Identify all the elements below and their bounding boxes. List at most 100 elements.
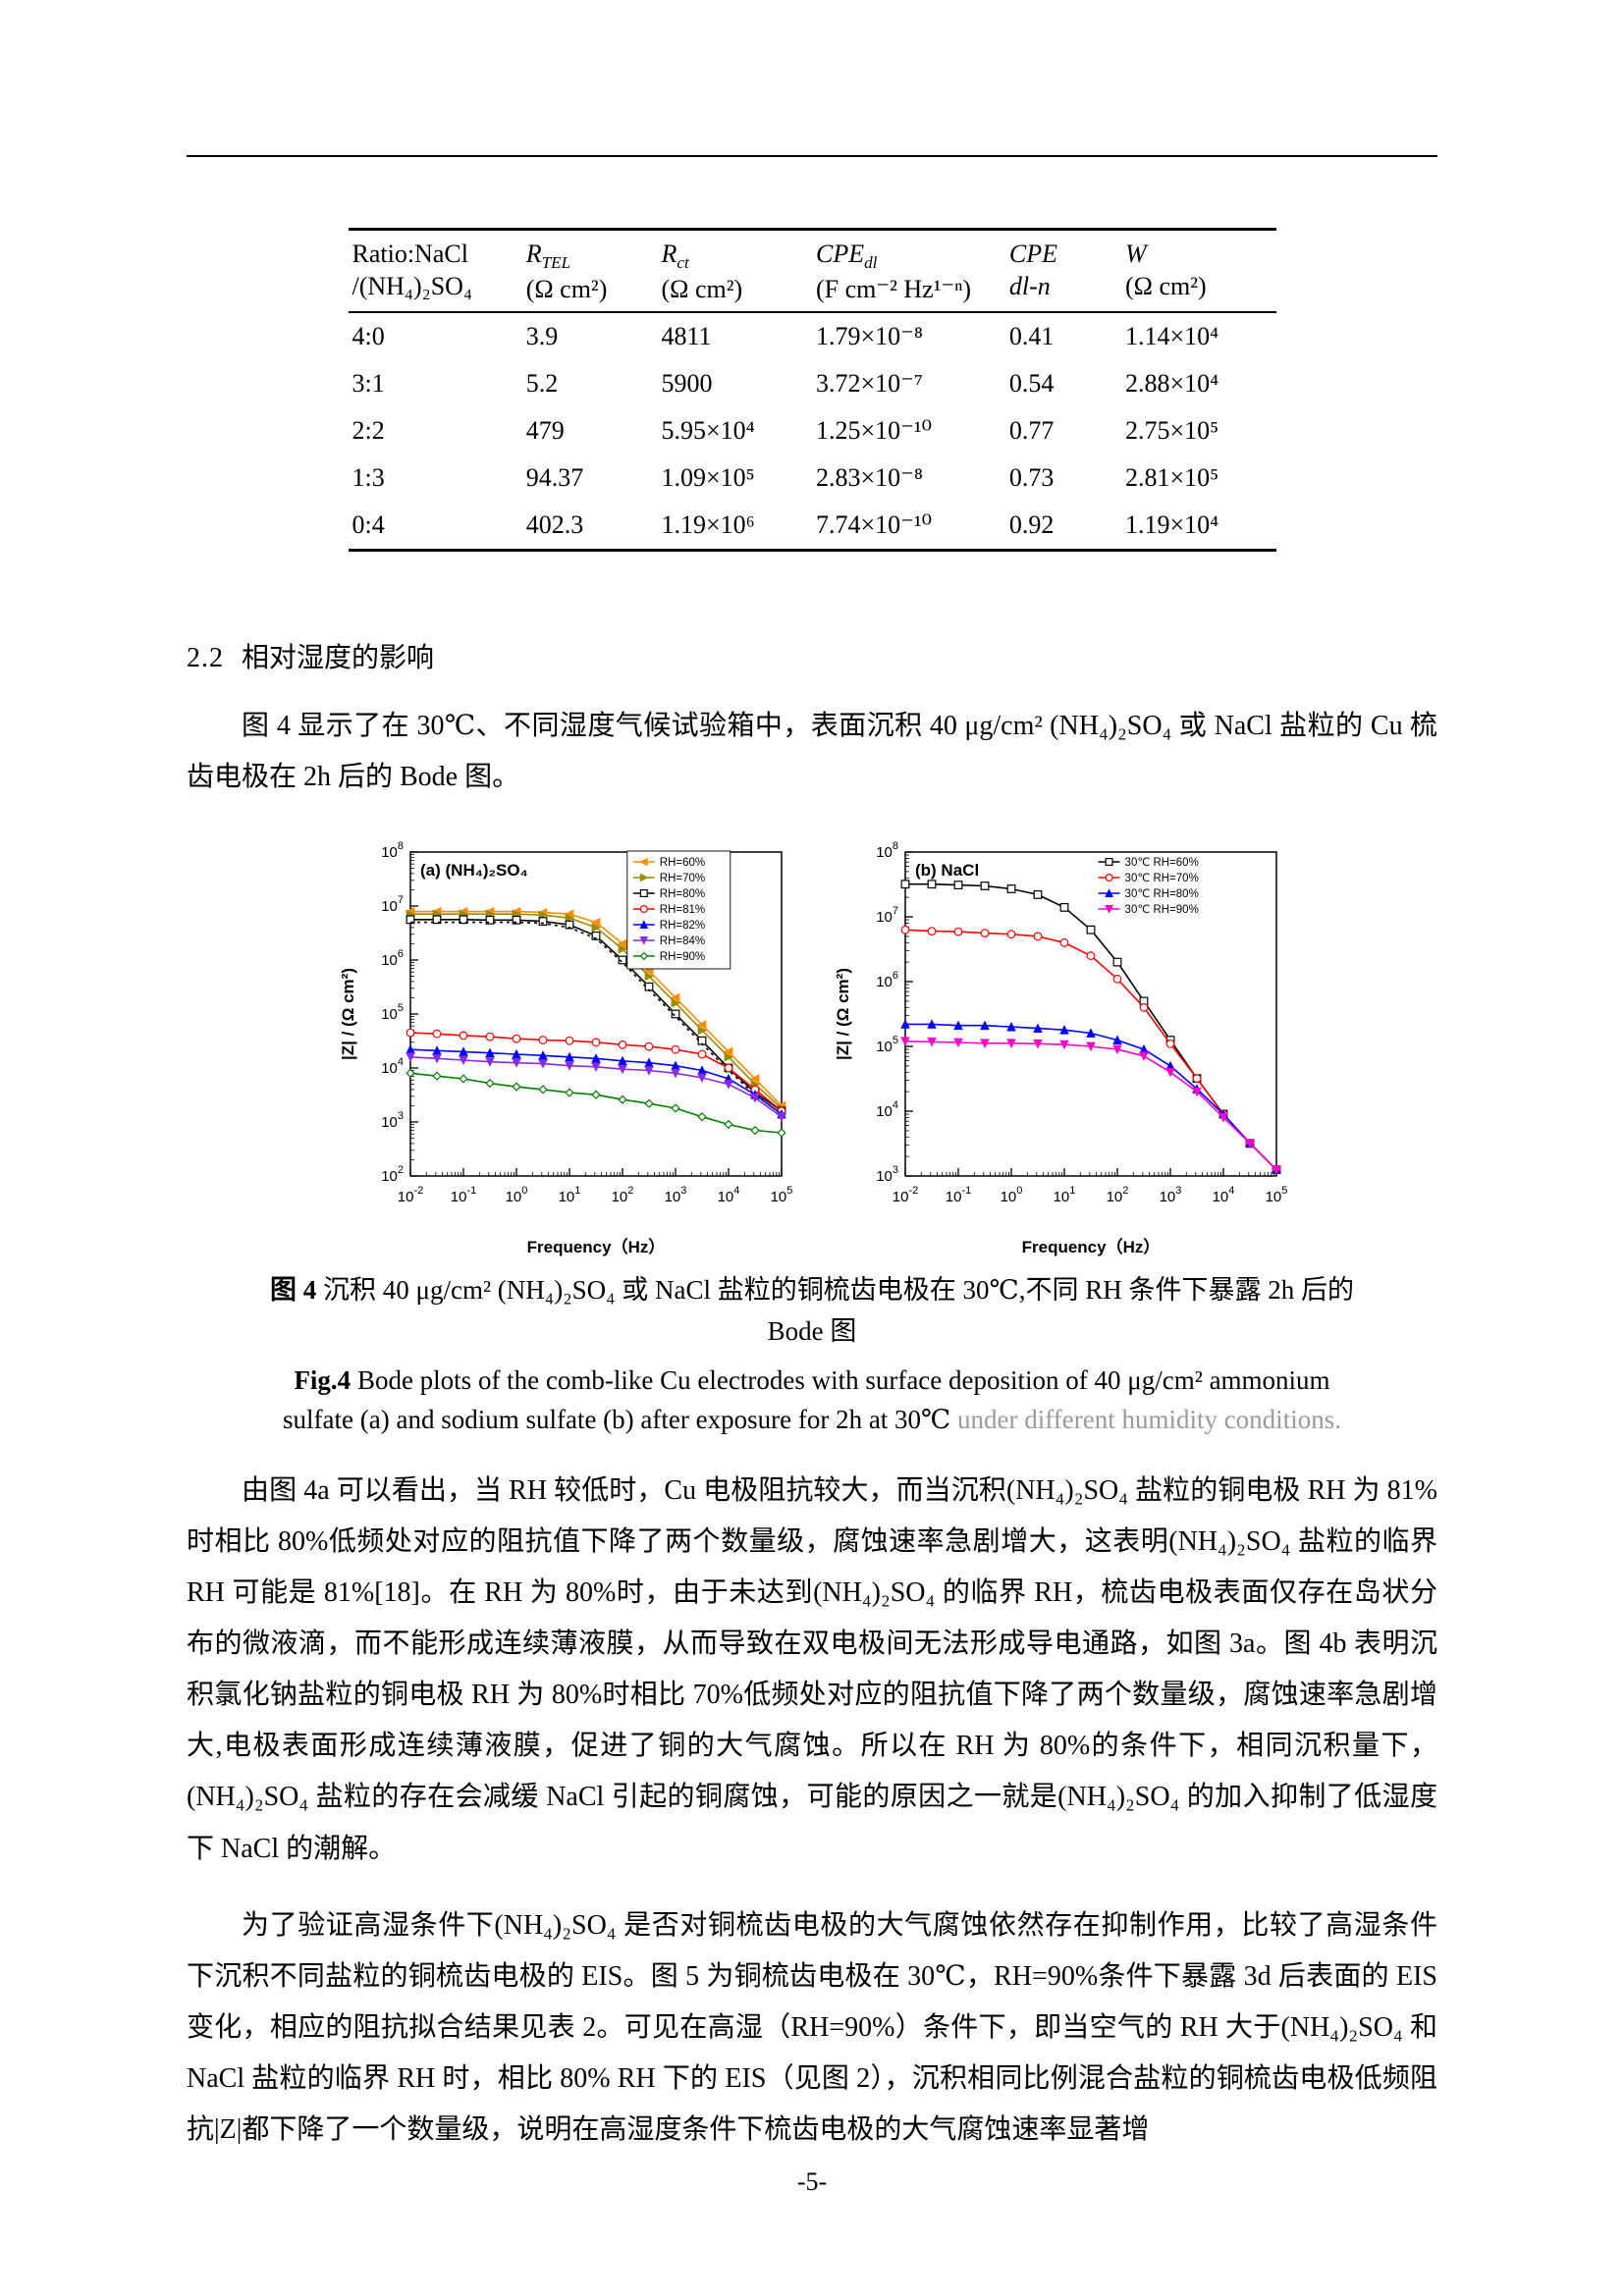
bode-chart-b: 10-2 10-1 100 101 102 103 104 105 103 104 105 106 10… xyxy=(829,836,1290,1261)
table-cell: 1.09×10⁵ xyxy=(661,463,755,493)
table-cell: 479 xyxy=(525,416,565,446)
svg-text:Frequency（Hz）: Frequency（Hz） xyxy=(1022,1237,1161,1256)
table-cell: 4:0 xyxy=(352,322,385,351)
col-header-rct: Rct (Ω cm²) xyxy=(658,230,812,313)
table-cell: 1.19×10⁴ xyxy=(1124,510,1219,540)
table-cell: 4811 xyxy=(661,322,712,351)
svg-text:RH=82%: RH=82% xyxy=(660,920,705,932)
svg-text:107: 107 xyxy=(381,894,404,915)
svg-text:30℃ RH=60%: 30℃ RH=60% xyxy=(1125,857,1199,869)
svg-text:RH=90%: RH=90% xyxy=(660,951,705,963)
table-row: 0:4 402.3 1.19×10⁶ 7.74×10⁻¹⁰ 0.92 1.19×10⁴ xyxy=(349,502,1276,551)
table-cell: 0.77 xyxy=(1008,416,1055,446)
svg-text:103: 103 xyxy=(1160,1185,1182,1205)
table-row: 2:2 479 5.95×10⁴ 1.25×10⁻¹⁰ 0.77 2.75×10⁵ xyxy=(349,407,1276,454)
table-cell: 2.83×10⁻⁸ xyxy=(815,463,923,493)
table-cell: 0:4 xyxy=(352,510,385,540)
svg-text:RH=81%: RH=81% xyxy=(660,904,705,916)
col-header-rtel: RTEL (Ω cm²) xyxy=(522,230,658,313)
svg-text:104: 104 xyxy=(1213,1185,1235,1205)
svg-text:30℃ RH=90%: 30℃ RH=90% xyxy=(1125,904,1199,916)
table-row: 4:0 3.9 4811 1.79×10⁻⁸ 0.41 1.14×10⁴ xyxy=(349,312,1276,360)
svg-text:105: 105 xyxy=(1266,1185,1288,1205)
svg-text:Frequency（Hz）: Frequency（Hz） xyxy=(527,1237,666,1256)
svg-text:30℃ RH=80%: 30℃ RH=80% xyxy=(1125,888,1199,900)
header-rtel-unit: (Ω cm²) xyxy=(525,274,608,303)
svg-text:(b) NaCl: (b) NaCl xyxy=(915,861,979,880)
table-cell: 0.73 xyxy=(1008,463,1055,493)
figure4-charts: 10-2 10-1 100 101 102 103 104 105 102 103 104 105 10… xyxy=(187,836,1437,1261)
paragraph-intro: 图 4 显示了在 30℃、不同湿度气候试验箱中，表面沉积 40 μg/cm² (… xyxy=(187,711,1437,793)
figure4: 10-2 10-1 100 101 102 103 104 105 102 103 104 105 10… xyxy=(187,836,1437,1440)
page-number: -5- xyxy=(796,2167,828,2196)
table-cell: 7.74×10⁻¹⁰ xyxy=(815,510,933,540)
svg-text:|Z| / (Ω cm²): |Z| / (Ω cm²) xyxy=(834,968,852,1060)
svg-text:103: 103 xyxy=(381,1110,404,1131)
svg-text:102: 102 xyxy=(612,1185,634,1205)
svg-text:106: 106 xyxy=(876,970,898,990)
table-row: 1:3 94.37 1.09×10⁵ 2.83×10⁻⁸ 0.73 2.81×10⁵ xyxy=(349,454,1276,502)
section-number: 2.2 xyxy=(187,643,224,674)
table-block: Ratio:NaCl /(NH₄)₂SO₄ RTEL (Ω cm²) Rct (… xyxy=(348,228,1276,553)
table-cell: 0.54 xyxy=(1008,369,1055,399)
svg-text:101: 101 xyxy=(1054,1185,1076,1205)
paragraph-high-humidity: 为了验证高湿条件下(NH₄)₂SO₄ 是否对铜梳齿电极的大气腐蚀依然存在抑制作用… xyxy=(187,1909,1437,2145)
bode-chart-a: 10-2 10-1 100 101 102 103 104 105 102 103 104 105 10… xyxy=(334,836,795,1261)
col-header-cpen: CPE dl-n xyxy=(1005,230,1121,313)
table-cell: 1.14×10⁴ xyxy=(1124,322,1219,351)
svg-text:102: 102 xyxy=(1107,1185,1129,1205)
svg-text:104: 104 xyxy=(876,1099,898,1120)
figure4-caption-zh: 图 4 沉积 40 μg/cm² (NH₄)₂SO₄ 或 NaCl 盐粒的铜梳齿… xyxy=(262,1270,1362,1353)
header-ratio-line1: Ratio:NaCl xyxy=(352,240,468,268)
paragraph-discussion-rh: 由图 4a 可以看出，当 RH 较低时，Cu 电极阻抗较大，而当沉积(NH₄)₂… xyxy=(187,1474,1437,1864)
table-cell: 2.75×10⁵ xyxy=(1124,416,1219,446)
svg-text:100: 100 xyxy=(506,1185,528,1205)
svg-text:101: 101 xyxy=(559,1185,581,1205)
table-cell: 2.81×10⁵ xyxy=(1124,463,1219,493)
svg-text:105: 105 xyxy=(381,1002,404,1023)
table-cell: 3:1 xyxy=(352,369,385,399)
svg-text:108: 108 xyxy=(381,840,404,861)
header-w-symbol: W xyxy=(1124,240,1147,268)
header-rule xyxy=(187,155,1437,157)
table-cell: 1.25×10⁻¹⁰ xyxy=(815,416,933,446)
figure4-caption-zh-label: 图 4 xyxy=(270,1275,317,1306)
table-header: Ratio:NaCl /(NH₄)₂SO₄ RTEL (Ω cm²) Rct (… xyxy=(348,230,1276,313)
svg-text:106: 106 xyxy=(381,948,404,969)
svg-text:10-1: 10-1 xyxy=(451,1185,476,1205)
svg-text:102: 102 xyxy=(381,1164,404,1185)
header-w-unit: (Ω cm²) xyxy=(1124,271,1207,300)
svg-text:RH=70%: RH=70% xyxy=(660,873,705,884)
section-heading: 2.2 相对湿度的影响 xyxy=(187,636,1437,675)
svg-text:104: 104 xyxy=(718,1185,740,1205)
table-cell: 94.37 xyxy=(525,463,584,493)
col-header-cpedl: CPEdl (F cm⁻² Hz¹⁻ⁿ) xyxy=(812,230,1005,313)
svg-text:103: 103 xyxy=(876,1164,898,1185)
table-cell: 3.9 xyxy=(525,322,559,351)
svg-text:|Z| / (Ω cm²): |Z| / (Ω cm²) xyxy=(339,968,357,1060)
svg-text:10-1: 10-1 xyxy=(946,1185,971,1205)
table-row: 3:1 5.2 5900 3.72×10⁻⁷ 0.54 2.88×10⁴ xyxy=(349,360,1276,407)
svg-text:107: 107 xyxy=(876,905,898,926)
section-title: 相对湿度的影响 xyxy=(242,643,435,674)
eis-fitting-table: Ratio:NaCl /(NH₄)₂SO₄ RTEL (Ω cm²) Rct (… xyxy=(348,228,1276,553)
table-cell: 3.72×10⁻⁷ xyxy=(815,369,923,399)
svg-text:10-2: 10-2 xyxy=(893,1185,918,1205)
table-cell: 2.88×10⁴ xyxy=(1124,369,1219,399)
header-rtel-symbol: RTEL xyxy=(525,240,571,273)
figure4-caption-en: Fig.4 Bode plots of the comb-like Cu ele… xyxy=(262,1361,1362,1440)
header-cpedl-symbol: CPEdl xyxy=(815,240,878,273)
figure4-caption-en-main: Bode plots of the comb-like Cu electrode… xyxy=(283,1364,1330,1435)
svg-text:105: 105 xyxy=(876,1035,898,1055)
svg-text:108: 108 xyxy=(876,840,898,861)
svg-text:105: 105 xyxy=(771,1185,793,1205)
svg-text:30℃ RH=70%: 30℃ RH=70% xyxy=(1125,873,1199,884)
svg-text:104: 104 xyxy=(381,1056,404,1077)
table-cell: 1.79×10⁻⁸ xyxy=(815,322,923,351)
table-cell: 1:3 xyxy=(352,463,385,493)
table-cell: 5.95×10⁴ xyxy=(661,416,755,446)
header-rct-symbol: Rct xyxy=(661,240,689,273)
table-cell: 5.2 xyxy=(525,369,559,399)
svg-text:(a) (NH₄)₂SO₄: (a) (NH₄)₂SO₄ xyxy=(420,861,528,880)
